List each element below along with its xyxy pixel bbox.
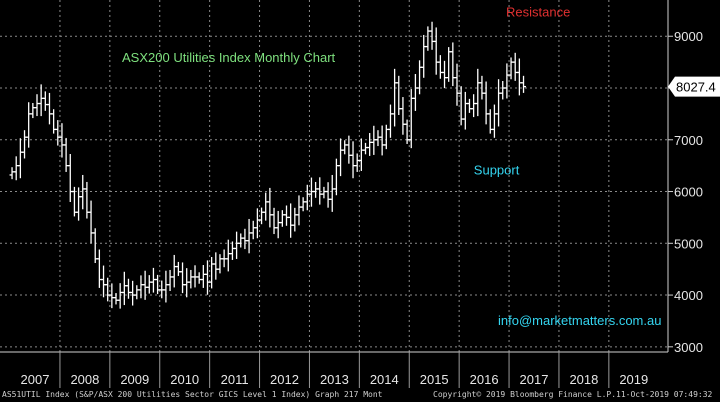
x-tick-label: 2007 [21,372,50,387]
x-tick-label: 2013 [320,372,349,387]
y-tick-label: 6000 [674,185,703,200]
y-axis-ticks: 3000400050006000700080009000 [668,29,703,355]
x-tick-label: 2009 [120,372,149,387]
x-tick-label: 2011 [221,372,249,387]
y-tick-label: 3000 [674,340,703,355]
x-tick-label: 2017 [520,372,549,387]
chart-title: ASX200 Utilities Index Monthly Chart [122,50,336,65]
x-tick-label: 2015 [420,372,449,387]
x-tick-label: 2016 [470,372,499,387]
annotation-label: Resistance [506,5,570,20]
annotation-label: info@marketmatters.com.au [498,313,661,328]
y-tick-label: 9000 [674,29,703,44]
ohlc-bar [521,75,527,93]
price-bars [9,21,527,309]
last-value-arrow [668,76,720,97]
y-tick-label: 4000 [674,288,703,303]
x-tick-label: 2014 [370,372,399,387]
y-tick-label: 7000 [674,133,703,148]
last-value-marker: 8027.4 [668,76,720,97]
footer-copyright: Copyright© 2019 Bloomberg Finance L.P. [433,390,617,399]
x-tick-label: 2008 [70,372,99,387]
x-tick-label: 2019 [619,372,648,387]
footer-left-text: AS51UTIL Index (S&P/ASX 200 Utilities Se… [2,390,383,399]
vertical-grid [59,0,610,352]
ohlc-chart: 3000400050006000700080009000 20072008200… [0,0,720,388]
last-value-label: 8027.4 [676,80,716,95]
x-tick-label: 2010 [170,372,199,387]
x-tick-label: 2018 [569,372,598,387]
x-tick-label: 2012 [270,372,299,387]
status-footer: AS51UTIL Index (S&P/ASX 200 Utilities Se… [0,388,720,402]
y-tick-label: 5000 [674,236,703,251]
footer-timestamp: 11-Oct-2019 07:49:32 [616,390,713,399]
annotation-label: Support [474,162,520,177]
x-axis-ticks: 2007 2008 2009 2010 2011 2012 2013 2014 2015 2016… [21,352,648,388]
chart-annotations: Resistance Support info@marketmatters.com.… [474,5,662,329]
